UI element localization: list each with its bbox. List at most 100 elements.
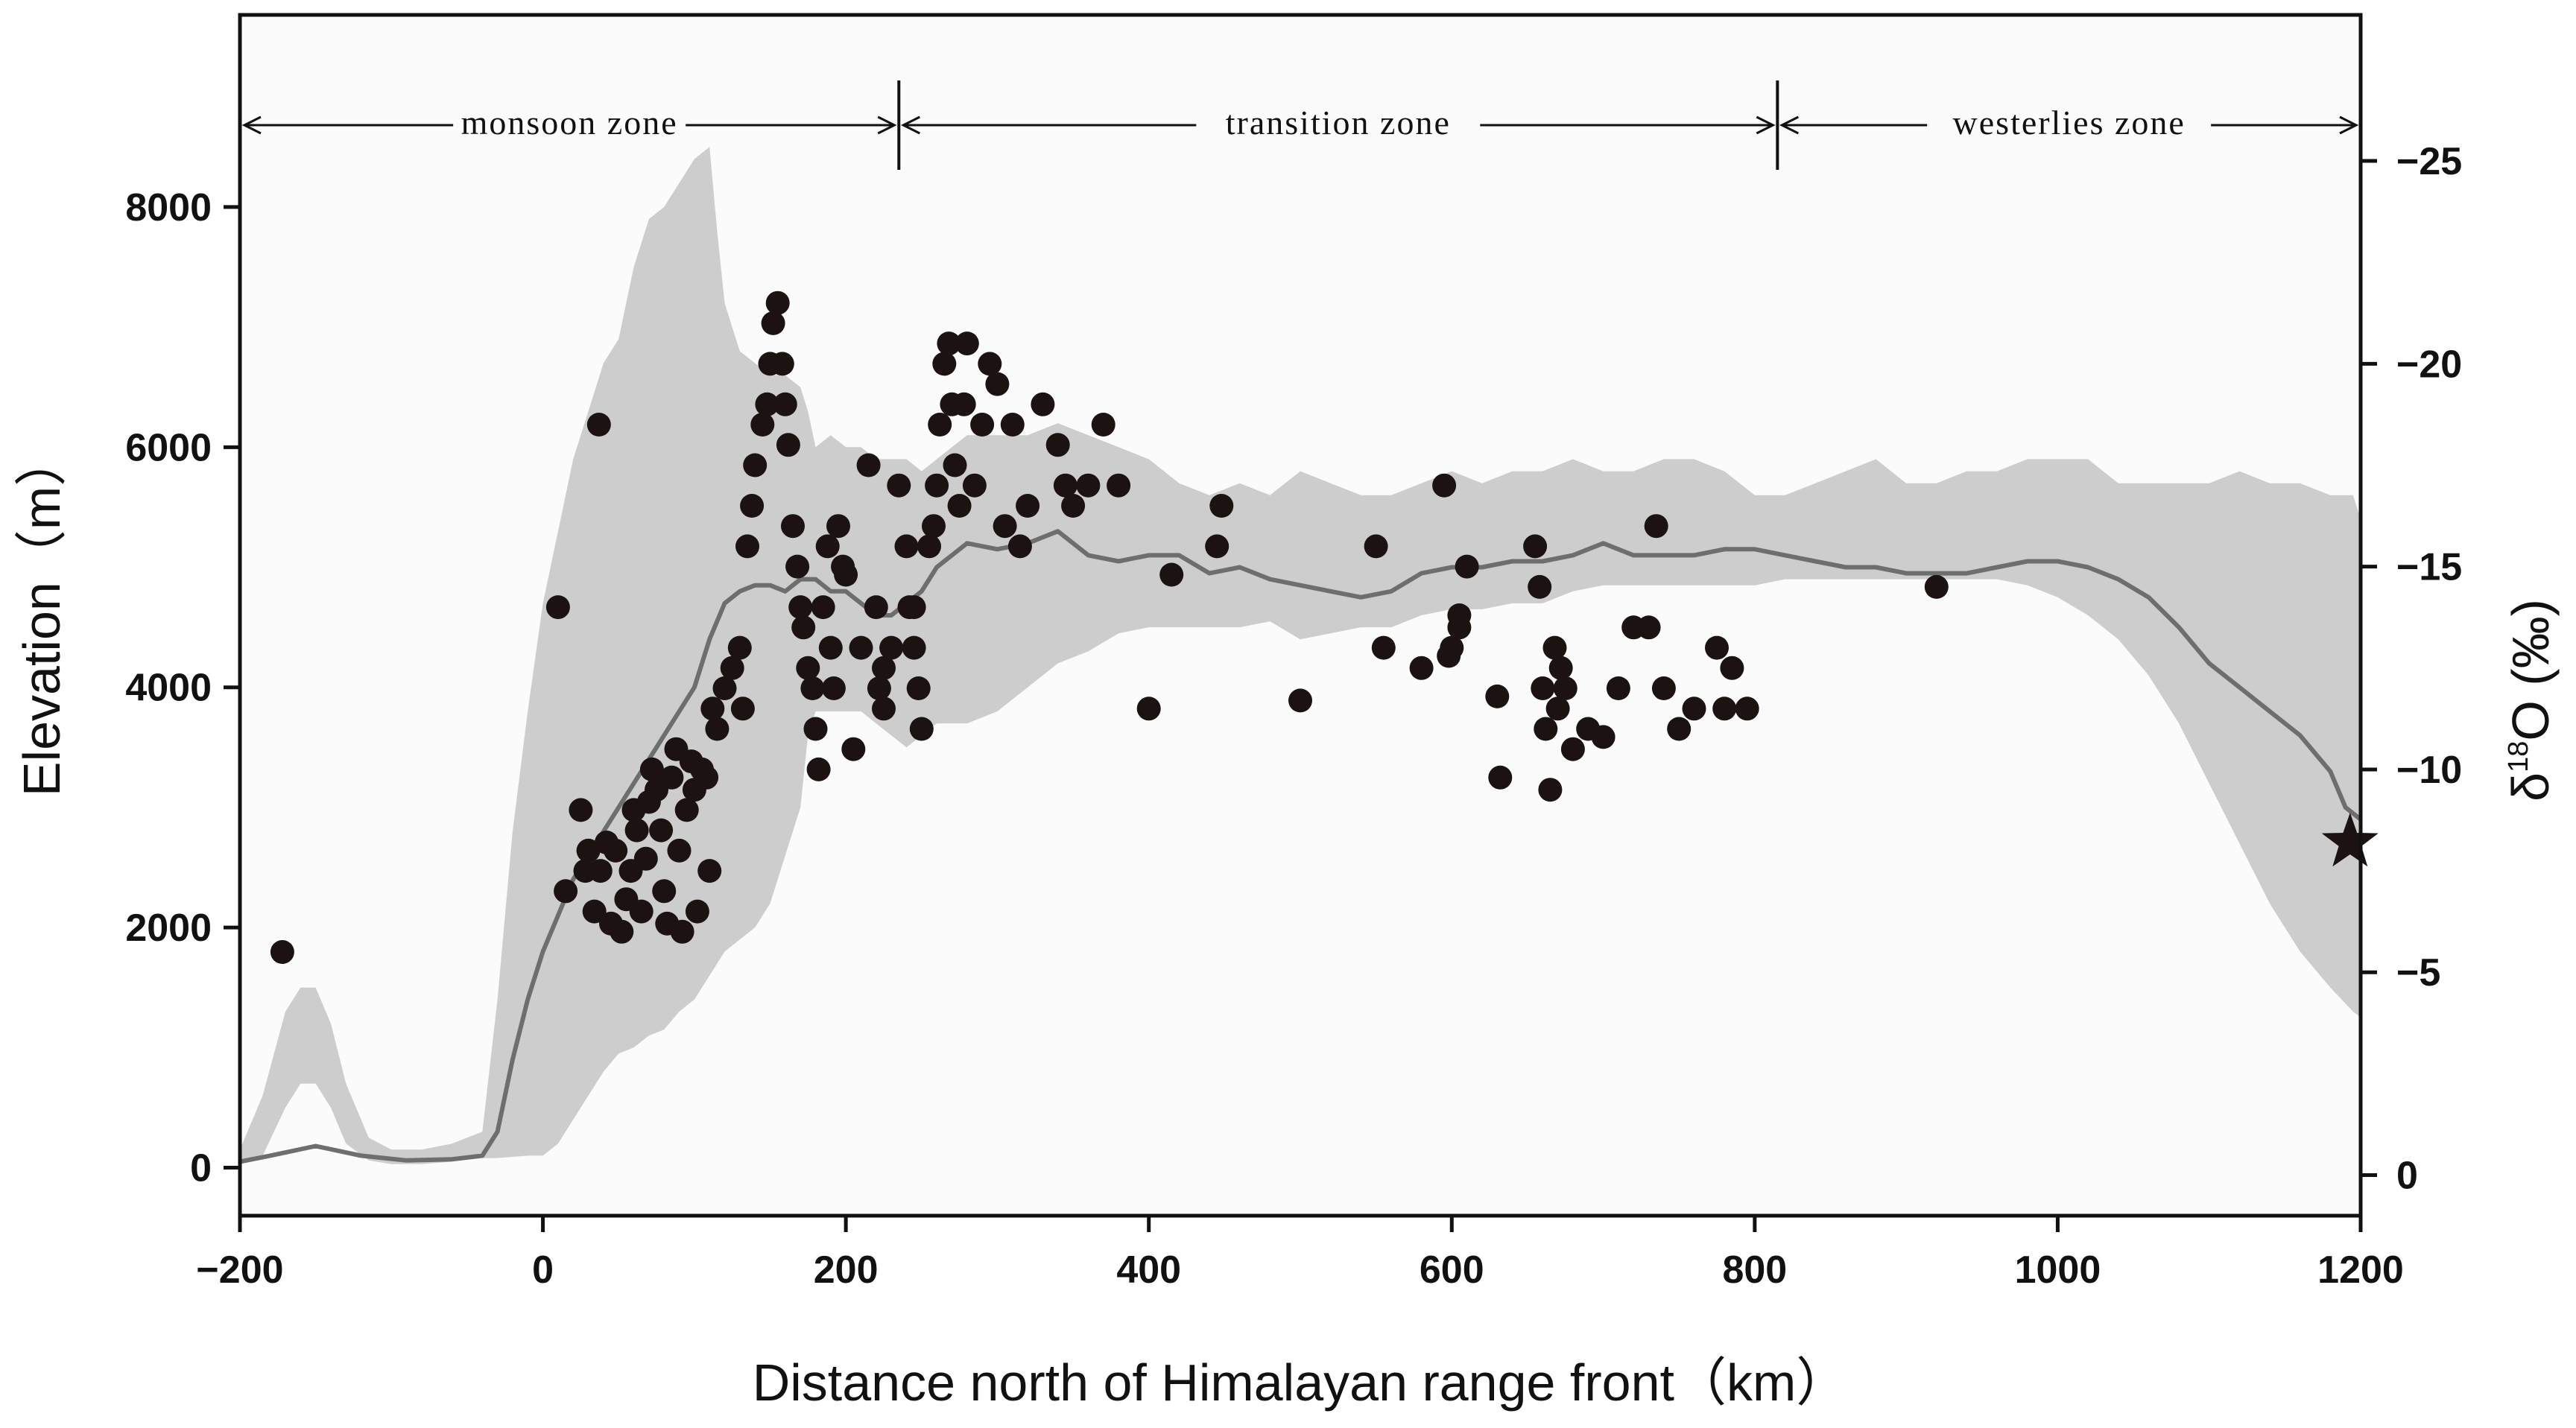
isotope-sample-point bbox=[674, 798, 699, 822]
isotope-sample-point bbox=[545, 595, 570, 620]
y-left-tick-label: 8000 bbox=[125, 186, 212, 229]
isotope-sample-point bbox=[685, 899, 709, 924]
isotope-sample-point bbox=[633, 846, 658, 871]
isotope-sample-point bbox=[970, 413, 995, 437]
isotope-sample-point bbox=[770, 352, 794, 376]
x-axis-title: Distance north of Himalayan range front（… bbox=[753, 1354, 1849, 1412]
isotope-sample-point bbox=[1591, 725, 1615, 749]
zone-arrowhead-right bbox=[877, 115, 897, 135]
isotope-sample-point bbox=[1534, 717, 1558, 741]
isotope-sample-point bbox=[773, 392, 797, 416]
isotope-sample-point bbox=[761, 311, 785, 335]
isotope-sample-point bbox=[1440, 635, 1464, 660]
isotope-sample-point bbox=[952, 392, 976, 416]
isotope-sample-point bbox=[604, 838, 628, 863]
isotope-sample-point bbox=[755, 392, 779, 416]
isotope-sample-point bbox=[1545, 696, 1570, 721]
isotope-sample-point bbox=[902, 635, 926, 660]
isotope-sample-point bbox=[639, 757, 664, 781]
isotope-sample-point bbox=[1107, 473, 1131, 498]
isotope-sample-point bbox=[554, 879, 578, 904]
isotope-sample-point bbox=[667, 838, 692, 863]
isotope-sample-point bbox=[932, 352, 957, 376]
isotope-sample-point bbox=[743, 453, 768, 477]
isotope-sample-point bbox=[788, 595, 813, 620]
isotope-sample-point bbox=[1364, 534, 1388, 559]
isotope-sample-point bbox=[803, 717, 828, 741]
isotope-sample-point bbox=[925, 473, 949, 498]
isotope-sample-point bbox=[800, 676, 825, 700]
isotope-sample-point bbox=[928, 413, 952, 437]
isotope-sample-point bbox=[1924, 574, 1949, 599]
zone-label: monsoon zone bbox=[461, 104, 678, 142]
isotope-sample-point bbox=[985, 372, 1010, 396]
isotope-sample-point bbox=[1045, 433, 1070, 457]
isotope-sample-point bbox=[670, 919, 694, 944]
isotope-sample-point bbox=[1667, 717, 1692, 741]
isotope-sample-point bbox=[1007, 534, 1032, 559]
isotope-sample-point bbox=[841, 737, 866, 761]
isotope-sample-point bbox=[906, 676, 931, 700]
isotope-sample-point bbox=[1159, 562, 1184, 587]
isotope-sample-point bbox=[1682, 696, 1706, 721]
isotope-sample-point bbox=[712, 676, 737, 700]
x-tick-label: 400 bbox=[1116, 1248, 1181, 1292]
isotope-sample-point bbox=[872, 656, 896, 680]
isotope-sample-point bbox=[270, 940, 294, 964]
mean-elevation-layer bbox=[239, 529, 2362, 1164]
isotope-sample-point bbox=[864, 595, 888, 620]
isotope-sample-point bbox=[1371, 635, 1396, 660]
isotope-sample-point bbox=[1061, 494, 1086, 518]
isotope-sample-point bbox=[727, 635, 752, 660]
x-tick-label: −200 bbox=[196, 1248, 283, 1292]
isotope-sample-point bbox=[1523, 534, 1548, 559]
y-right-tick-label: −20 bbox=[2396, 343, 2462, 386]
y-axis-right-title-delta: δ bbox=[2501, 772, 2560, 802]
y-left-tick-label: 0 bbox=[190, 1147, 212, 1190]
isotope-sample-point bbox=[937, 331, 961, 356]
isotope-sample-point bbox=[818, 635, 843, 660]
isotope-sample-point bbox=[811, 595, 835, 620]
y-left-tick-label: 4000 bbox=[125, 667, 212, 710]
isotope-sample-point bbox=[1205, 534, 1230, 559]
x-tick-label: 0 bbox=[532, 1248, 554, 1292]
isotope-sample-point bbox=[765, 291, 790, 315]
isotope-sample-point bbox=[943, 453, 967, 477]
isotope-sample-point bbox=[1455, 554, 1479, 579]
isotope-sample-point bbox=[1735, 696, 1759, 721]
isotope-sample-point bbox=[1488, 765, 1513, 790]
y-axis-right-title: δ18O (‰) bbox=[2501, 599, 2560, 802]
y-axis-right: 0 −5 −10 −15 −20 −25 bbox=[2361, 140, 2462, 1198]
isotope-sample-point bbox=[1031, 392, 1055, 416]
isotope-sample-point bbox=[909, 717, 934, 741]
isotope-sample-point bbox=[917, 534, 941, 559]
isotope-sample-point bbox=[694, 765, 719, 790]
isotope-sample-point bbox=[735, 534, 759, 559]
isotope-sample-point bbox=[1720, 656, 1744, 680]
isotope-sample-point bbox=[624, 818, 649, 842]
isotope-sample-point bbox=[1409, 656, 1434, 680]
y-axis-left-title: Elevation（m） bbox=[13, 434, 71, 796]
isotope-sample-point bbox=[582, 899, 607, 924]
isotope-samples-layer bbox=[270, 291, 1949, 964]
isotope-sample-point bbox=[872, 696, 896, 721]
isotope-sample-point bbox=[1076, 473, 1101, 498]
isotope-sample-point bbox=[1651, 676, 1676, 700]
isotope-sample-point bbox=[1000, 413, 1025, 437]
isotope-sample-point bbox=[894, 534, 919, 559]
isotope-sample-point bbox=[1531, 676, 1555, 700]
isotope-sample-point bbox=[962, 473, 987, 498]
isotope-sample-point bbox=[629, 899, 654, 924]
isotope-sample-point bbox=[776, 433, 800, 457]
y-right-tick-label: 0 bbox=[2396, 1155, 2418, 1198]
isotope-sample-point bbox=[796, 656, 820, 680]
isotope-sample-point bbox=[700, 696, 725, 721]
zone-arrowhead-left bbox=[1779, 115, 1800, 135]
isotope-sample-point bbox=[826, 514, 850, 539]
isotope-sample-point bbox=[902, 595, 926, 620]
isotope-sample-point bbox=[978, 352, 1002, 376]
y-left-tick-label: 2000 bbox=[125, 907, 212, 950]
isotope-sample-point bbox=[781, 514, 805, 539]
isotope-sample-point bbox=[1209, 494, 1234, 518]
